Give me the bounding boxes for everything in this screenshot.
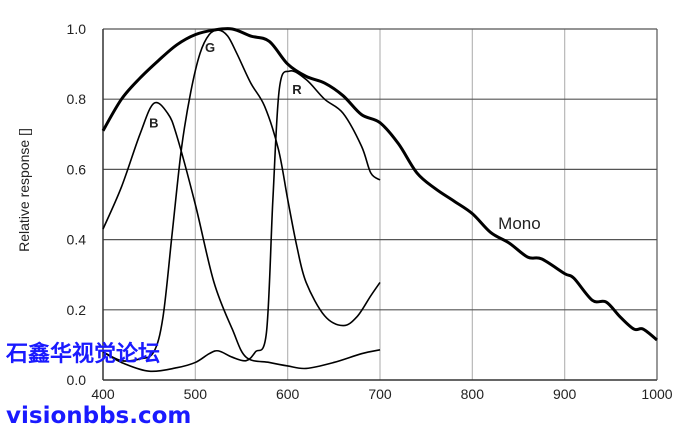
labels: 400 500 600 700 800 900 1000 0.0 0.2 0.4 0.6 0.8 1.0… [67, 21, 673, 402]
series-b-label: B [149, 115, 158, 130]
y-axis-title: Relative response [] [16, 128, 32, 252]
y-tick-label: 1.0 [67, 21, 87, 37]
series-g-label: G [205, 40, 215, 55]
x-tick-label: 1000 [641, 386, 672, 402]
y-tick-label: 0.8 [67, 91, 87, 107]
grid [102, 28, 658, 381]
x-tick-label: 400 [91, 386, 115, 402]
curves [101, 27, 658, 373]
x-tick-label: 500 [184, 386, 208, 402]
y-tick-label: 0.0 [67, 372, 87, 388]
series-r-label: R [292, 82, 302, 97]
y-tick-label: 0.2 [67, 302, 87, 318]
series-mono-label: Mono [498, 214, 541, 233]
series-b-line [102, 101, 381, 370]
x-tick-label: 900 [553, 386, 577, 402]
x-tick-label: 700 [368, 386, 392, 402]
x-tick-label: 800 [461, 386, 485, 402]
x-tick-label: 600 [276, 386, 300, 402]
y-tick-label: 0.6 [67, 161, 87, 177]
series-g-line [102, 29, 381, 362]
watermark-line2: visionbbs.com [6, 403, 192, 429]
y-tick-label: 0.4 [67, 232, 87, 248]
series-mono-line [101, 27, 658, 342]
watermark-line1: 石鑫华视觉论坛 [6, 342, 161, 367]
series-r-line [102, 70, 381, 373]
